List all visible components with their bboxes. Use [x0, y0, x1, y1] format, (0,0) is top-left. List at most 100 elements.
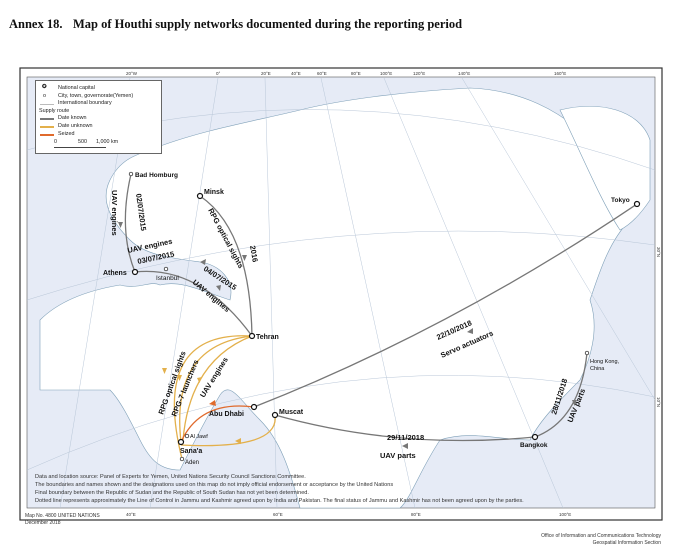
city-label: Al Jawf [190, 434, 208, 440]
capital-icon [177, 438, 185, 446]
annex-number: Annex 18. [9, 17, 63, 31]
route-abu-dhabi-seized [180, 405, 255, 443]
tick-label: 80°E [351, 71, 361, 76]
tick-label: 140°E [458, 71, 470, 76]
city-label: Athens [103, 270, 127, 277]
scale-label: 500 [78, 139, 87, 145]
arrow-icon [162, 368, 167, 374]
city-label: Tehran [256, 334, 279, 341]
legend: ✪ National capital o City, town, governo… [35, 80, 162, 154]
tick-label: 40°E [126, 512, 136, 517]
tick-label: 30°N [656, 247, 661, 257]
office-name: Office of Information and Communications… [541, 533, 661, 539]
city-label: Sana'a [180, 448, 202, 455]
capital-icon [271, 411, 279, 419]
route-date-label: 2016 [248, 245, 260, 263]
legend-date-unknown: Date unknown [58, 123, 93, 129]
routes [124, 173, 638, 460]
tick-label: 60°E [273, 512, 283, 517]
note: The boundaries and names shown and the d… [35, 482, 394, 488]
page-title: Annex 18. Map of Houthi supply networks d… [9, 17, 462, 32]
city-label: Aden [185, 460, 199, 466]
yellow-arrow-icon [40, 126, 54, 128]
tick-label: 20°W [126, 71, 138, 76]
capital-icon [131, 268, 139, 276]
city-icon [163, 266, 169, 272]
arrow-icon [216, 285, 221, 291]
city-label: China [590, 366, 605, 372]
graticule-labels: 20°W 0° 20°E 40°E 60°E 80°E 100°E 120°E … [126, 71, 661, 517]
capital-icon: ✪ [42, 84, 47, 90]
legend-seized: Seized [58, 131, 75, 137]
route-minsk-tehran [199, 195, 253, 337]
route-hong-kong-bangkok-muscat [274, 352, 588, 442]
city-icon [584, 350, 590, 356]
route-tehran-sanaa-3 [182, 335, 253, 441]
title-text: Map of Houthi supply networks documented… [73, 17, 463, 31]
legend-capital: National capital [58, 85, 95, 91]
capital-icon [248, 332, 256, 340]
city-label: Muscat [279, 409, 304, 416]
city-label: Hong Kong, [590, 359, 620, 365]
scale-label: 1,000 km [96, 139, 119, 145]
arrow-icon [118, 222, 123, 228]
footer-left: Map No. 4800 UNITED NATIONS December 201… [25, 513, 100, 527]
legend-supply-route: Supply route [39, 108, 70, 114]
tick-label: 60°E [317, 71, 327, 76]
arrow-icon [177, 375, 182, 381]
map-notes: Data and location source: Panel of Exper… [35, 473, 524, 505]
tick-label: 0° [216, 71, 221, 76]
arrow-icon [572, 400, 577, 406]
arrow-icon [209, 400, 216, 406]
capital-icon [196, 192, 204, 200]
route-tokyo-abu-dhabi [253, 203, 638, 408]
gray-arrow-icon [40, 118, 54, 120]
route-item-label: UAV parts [380, 451, 416, 460]
footer-right: Office of Information and Communications… [541, 533, 661, 547]
scale-label: 0 [54, 139, 57, 145]
tick-label: 20°E [261, 71, 271, 76]
boundary-line-icon [40, 104, 54, 105]
capital-icon [250, 403, 258, 411]
route-tehran-aden-1 [173, 335, 253, 460]
tick-label: 10°N [656, 397, 661, 407]
legend-boundary: International boundary [58, 100, 112, 106]
arrow-icon [197, 377, 202, 383]
map-number: Map No. 4800 UNITED NATIONS [25, 513, 100, 519]
route-bad-homburg-athens [124, 173, 136, 273]
city-label: Tokyo [611, 197, 630, 204]
route-date-label: 29/11/2018 [387, 433, 424, 442]
route-tehran-athens [134, 270, 253, 337]
legend-date-known: Date known [58, 115, 87, 121]
arrow-icon [200, 259, 206, 265]
city-icon [179, 456, 185, 462]
route-tehran-sanaa-2 [179, 335, 253, 443]
route-muscat-sanaa [180, 414, 276, 447]
tick-label: 120°E [413, 71, 425, 76]
arrow-icon [242, 255, 247, 261]
city-icon: o [43, 93, 46, 99]
city-icon [184, 433, 190, 439]
route-arrows [118, 222, 577, 449]
note: Final boundary between the Republic of S… [35, 490, 309, 496]
note: Dotted line represents approximately the… [35, 498, 524, 504]
map-date: December 2018 [25, 520, 61, 526]
arrow-icon [467, 328, 473, 334]
legend-city: City, town, governorate(Yemen) [58, 93, 134, 99]
city-label: Abu Dhabi [209, 411, 244, 418]
city-label: Minsk [204, 189, 224, 196]
capital-icon [633, 200, 641, 208]
tick-label: 160°E [554, 71, 566, 76]
note: Data and location source: Panel of Exper… [35, 474, 306, 480]
land [39, 87, 651, 509]
city-markers [128, 171, 641, 462]
arrow-icon [402, 443, 408, 449]
capital-icon [531, 433, 539, 441]
orange-arrow-icon [40, 134, 54, 136]
tick-label: 100°E [559, 512, 571, 517]
city-label: Istanbul [156, 275, 179, 282]
city-labels: Bad Homburg Minsk Athens Istanbul Tehran… [103, 172, 630, 466]
tick-label: 40°E [291, 71, 301, 76]
scale-bar [54, 147, 106, 148]
